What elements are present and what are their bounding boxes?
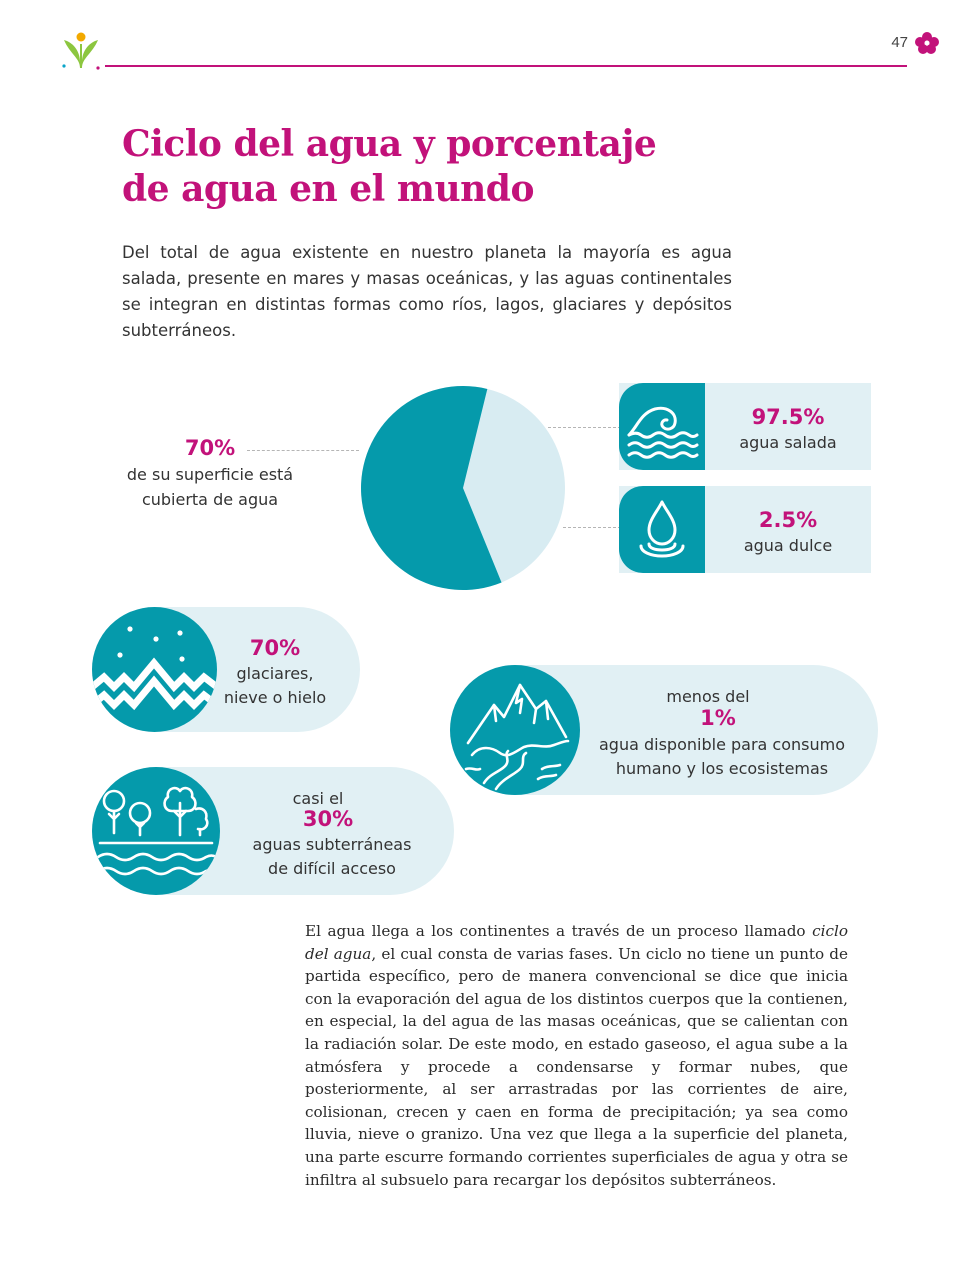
- groundwater-label-line-1: aguas subterráneas: [252, 835, 412, 854]
- surface-label-line-2: cubierta de agua: [141, 490, 279, 509]
- snowy-mountain-icon: [92, 607, 217, 732]
- program-logo-icon: [58, 28, 104, 72]
- drinkable-water-percent: 1%: [700, 706, 736, 730]
- wave-icon: [619, 383, 705, 470]
- leader-line-dulce: [563, 527, 621, 528]
- drinkable-water-label-line-2: humano y los ecosistemas: [615, 759, 829, 778]
- groundwater-label-line-2: de difícil acceso: [268, 859, 396, 878]
- surface-label-line-1: de su superficie está: [126, 465, 294, 484]
- groundwater-percent: 30%: [302, 807, 354, 831]
- glaciers-label: glaciares, nieve o hielo: [210, 662, 340, 710]
- salt-water-percent: 97.5%: [751, 405, 825, 429]
- drinkable-water-label-line-1: agua disponible para consumo: [599, 735, 845, 754]
- flower-ornament-icon: [912, 30, 942, 56]
- glaciers-percent: 70%: [249, 636, 301, 660]
- groundwater-label: aguas subterráneas de difícil acceso: [232, 833, 432, 881]
- groundwater-prefix: casi el: [292, 789, 344, 808]
- page-number: 47: [891, 34, 908, 51]
- intro-paragraph: Del total de agua existente en nuestro p…: [122, 243, 732, 340]
- drinkable-water-label: agua disponible para consumo humano y lo…: [582, 733, 862, 781]
- surface-percent: 70%: [184, 436, 236, 460]
- leader-line-surface: [247, 450, 359, 451]
- header-rule: [105, 65, 907, 67]
- body-text-part-2: , el cual consta de varias fases. Un cic…: [305, 944, 848, 1189]
- drinkable-water-prefix: menos del: [666, 687, 750, 706]
- mountain-river-icon: [450, 665, 580, 795]
- pie-slice-dark: [361, 386, 502, 591]
- title-line-1: Ciclo del agua y porcentaje: [122, 123, 657, 165]
- glaciers-label-line-1: glaciares,: [236, 664, 314, 683]
- fresh-water-label: agua dulce: [743, 536, 833, 555]
- glaciers-label-line-2: nieve o hielo: [223, 688, 327, 707]
- fresh-water-percent: 2.5%: [758, 508, 818, 532]
- water-pie-chart: [358, 383, 568, 593]
- trees-water-icon: [92, 767, 220, 895]
- leader-line-salada: [548, 427, 621, 428]
- title-line-2: de agua en el mundo: [122, 168, 535, 210]
- surface-label: de su superficie está cubierta de agua: [110, 462, 310, 512]
- page-title: Ciclo del agua y porcentaje de agua en e…: [122, 122, 762, 212]
- body-text-part-1: El agua llega a los continentes a través…: [305, 922, 813, 940]
- body-paragraph: El agua llega a los continentes a través…: [305, 920, 848, 1191]
- body-text-italic-term: ciclo del agua: [305, 922, 848, 963]
- salt-water-label: agua salada: [739, 433, 837, 452]
- water-drop-icon: [619, 486, 705, 573]
